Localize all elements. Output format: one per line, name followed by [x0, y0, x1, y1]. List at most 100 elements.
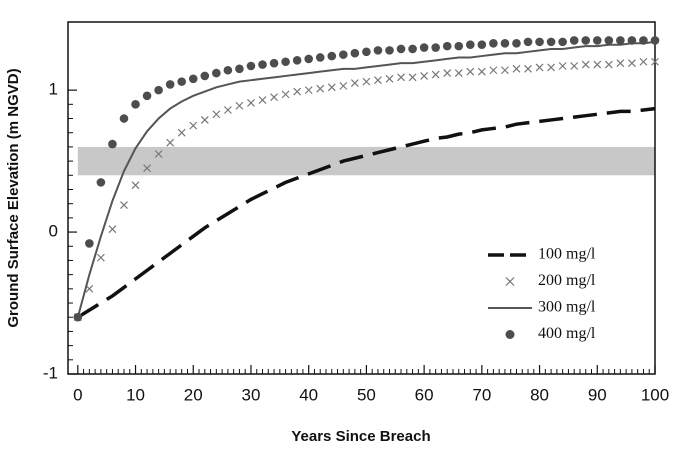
cross-marker — [505, 277, 515, 286]
cross-marker — [200, 116, 209, 124]
dot-marker — [569, 36, 579, 45]
legend-label: 300 mg/l — [538, 299, 596, 316]
cross-marker — [166, 138, 175, 147]
series-line — [76, 106, 656, 319]
dot-marker — [616, 36, 625, 45]
cross-marker — [558, 62, 567, 70]
x-tick-label: 90 — [588, 385, 607, 404]
dot-marker — [558, 37, 567, 47]
dot-marker — [108, 139, 117, 149]
y-tick-label: -1 — [43, 363, 58, 382]
x-tick-label: 30 — [242, 385, 261, 404]
dot-marker — [419, 43, 429, 52]
cross-marker — [604, 60, 613, 69]
cross-marker — [212, 110, 221, 119]
cross-marker — [120, 201, 128, 210]
cross-marker — [593, 60, 602, 69]
y-tick-label: 1 — [49, 80, 58, 99]
dot-marker — [396, 44, 406, 54]
dot-marker — [431, 43, 440, 52]
cross-marker — [281, 90, 290, 99]
target-band — [77, 146, 655, 176]
dot-marker — [442, 41, 452, 51]
dot-marker — [546, 37, 556, 47]
cross-marker — [477, 67, 486, 76]
y-axis-title: Ground Surface Elevation (m NGVD) — [5, 68, 22, 327]
x-tick-label: 100 — [641, 385, 669, 404]
dot-marker — [639, 36, 648, 45]
cross-marker — [397, 73, 405, 82]
cross-marker — [512, 64, 521, 73]
cross-marker — [454, 69, 463, 78]
dot-marker — [489, 38, 498, 48]
dot-marker — [339, 50, 348, 59]
cross-marker — [108, 225, 117, 234]
dot-marker — [315, 53, 325, 62]
x-axis-title: Years Since Breach — [291, 428, 430, 445]
cross-marker — [639, 57, 648, 66]
dot-marker — [177, 77, 187, 86]
x-tick-label: 40 — [299, 385, 318, 404]
y-tick-label: 0 — [49, 222, 58, 241]
series-markers — [73, 36, 660, 322]
x-tick-label: 70 — [472, 385, 491, 404]
x-tick-label: 50 — [357, 385, 376, 404]
cross-marker — [247, 98, 255, 107]
dot-marker — [454, 41, 464, 51]
x-tick-label: 20 — [184, 385, 203, 404]
dot-marker — [292, 56, 302, 65]
cross-marker — [316, 84, 325, 93]
dot-marker — [188, 74, 198, 84]
dot-marker — [465, 40, 475, 50]
dot-marker — [373, 46, 383, 55]
cross-marker — [385, 74, 394, 83]
cross-marker — [327, 83, 336, 92]
cross-marker — [223, 106, 232, 114]
legend-label: 200 mg/l — [538, 272, 596, 289]
dot-marker — [246, 61, 256, 71]
dot-marker — [258, 60, 267, 69]
cross-marker — [651, 57, 659, 66]
cross-marker — [258, 96, 267, 104]
cross-marker — [570, 62, 579, 70]
dot-marker — [327, 51, 337, 61]
series-line — [76, 40, 656, 318]
cross-marker — [443, 69, 452, 78]
legend-label: 400 mg/l — [538, 325, 596, 342]
dot-marker — [627, 36, 637, 45]
dot-marker — [385, 46, 394, 55]
x-tick-label: 80 — [530, 385, 549, 404]
dot-marker — [500, 38, 510, 48]
dot-marker — [142, 91, 152, 101]
dot-marker — [119, 114, 129, 123]
cross-marker — [408, 73, 417, 82]
dot-marker — [477, 40, 487, 50]
dot-marker — [512, 38, 521, 48]
dot-marker — [304, 54, 313, 64]
dot-marker — [235, 64, 244, 74]
legend-label: 100 mg/l — [538, 246, 596, 263]
cross-marker — [177, 128, 186, 137]
cross-marker — [154, 150, 163, 158]
dot-marker — [281, 57, 290, 67]
cross-marker — [489, 66, 498, 75]
dot-marker — [269, 58, 279, 68]
dot-marker — [408, 44, 417, 54]
cross-marker — [304, 86, 313, 95]
cross-marker — [362, 77, 371, 86]
cross-marker — [547, 63, 556, 72]
dot-marker — [535, 37, 544, 47]
dot-marker — [85, 239, 94, 248]
x-tick-label: 0 — [73, 385, 82, 404]
cross-marker — [143, 164, 151, 173]
dot-marker — [165, 80, 175, 89]
cross-marker — [431, 70, 440, 79]
dot-marker — [73, 312, 83, 322]
cross-marker — [270, 93, 278, 102]
cross-marker — [350, 79, 359, 87]
dot-marker — [154, 85, 163, 95]
dot-marker — [131, 100, 140, 109]
dot-marker — [604, 36, 614, 45]
dot-marker — [581, 36, 591, 45]
